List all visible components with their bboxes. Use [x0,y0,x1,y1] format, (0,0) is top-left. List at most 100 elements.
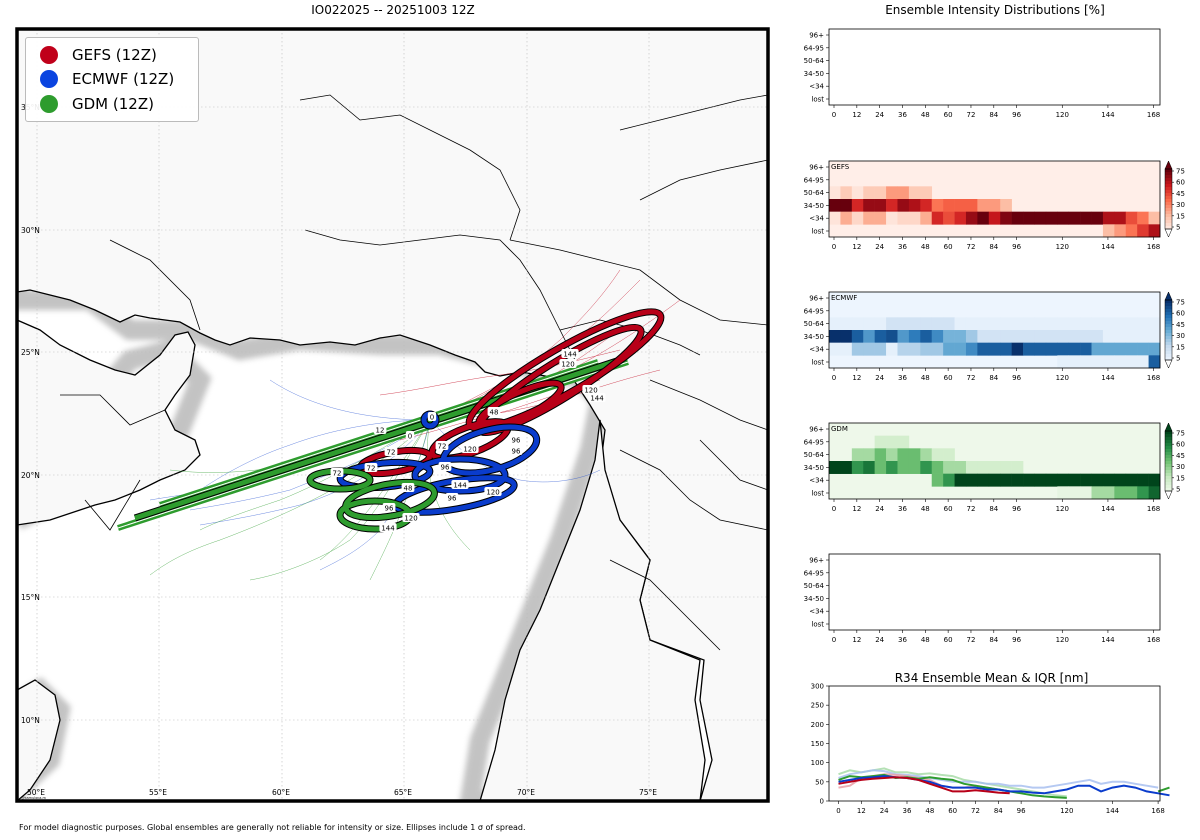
legend-label: GEFS (12Z) [72,46,157,64]
hour-label-box [487,407,501,416]
y-tick-label: 200 [811,721,824,729]
heatmap-cell [977,342,990,356]
legend-label: GDM (12Z) [72,95,154,113]
y-tick-label: 50-64 [804,57,825,65]
colorbar-segment [1165,193,1172,197]
heatmap-cell [931,211,944,225]
y-tick-label: 64-95 [804,438,824,446]
hour-label: 72 [367,465,376,473]
x-tick-label: 144 [1101,374,1115,382]
heatmap-cell [1125,211,1138,225]
heatmap-cell [1091,317,1104,331]
heatmap-cell [863,186,875,200]
heatmap-cell [1034,317,1047,331]
colorbar-segment [1165,318,1172,322]
heatmap-cell [1125,342,1138,356]
heatmap-cell [1000,211,1012,225]
colorbar-segment [1165,446,1172,450]
heatmap-cell [988,211,1001,225]
hour-label-box [509,435,523,444]
heatmap-cell [863,199,875,212]
colorbar-segment [1165,324,1172,328]
heatmap-cell [840,330,853,343]
lat-label: 30°N [21,226,40,235]
colorbar-tick-label: 15 [1176,474,1185,482]
heatmap-cell [1045,211,1058,225]
hour-label: 144 [563,351,577,359]
colorbar-segment [1165,452,1172,456]
heatmap-cell [954,342,967,356]
hour-label: 96 [385,505,394,513]
map-legend: GEFS (12Z) ECMWF (12Z) GDM (12Z) [25,37,199,122]
map-frame [15,27,770,803]
legend-item-ecmwf: ECMWF (12Z) [40,68,174,90]
heatmap-gdm: 75 60 45 30 15 5 GDM 96+ 64-95 50-64 34-50 <34 lost 0… [804,422,1185,513]
heatmap-cell [965,473,978,487]
hour-label: 96 [512,448,521,456]
colorbar-tick-label: 45 [1176,321,1185,329]
colorbar-segment [1165,202,1172,206]
heatmap-cell [1114,224,1127,238]
x-tick-label: 96 [1017,807,1026,815]
heatmap-cell [897,186,910,200]
heatmap-cell [1034,473,1047,487]
x-tick-label: 144 [1101,505,1115,513]
colorbar-segment [1165,437,1172,441]
heatmap-cell [908,211,921,225]
track-map: 1441201441209672480120969672144120961207… [15,27,770,803]
legend-marker [40,70,58,88]
colorbar-tick-label: 30 [1176,463,1185,471]
lon-label: 65°E [394,788,412,797]
x-tick-label: 12 [852,636,861,644]
heatmap-cell [874,448,887,462]
heatmap-cell [1148,211,1161,225]
heatmap-cell [943,199,955,212]
colorbar-segment [1165,214,1172,218]
x-tick-label: 168 [1147,636,1160,644]
heatmap-blank-top: 96+ 64-95 50-64 34-50 <34 lost 0 12 24 36 48 60 72 84… [804,28,1161,119]
x-tick-label: 24 [875,505,884,513]
heatmap-cell [1057,317,1069,331]
heatmap-cell [1068,473,1081,487]
x-tick-label: 120 [1056,374,1069,382]
legend-label: ECMWF (12Z) [72,70,175,88]
heatmap-cell [886,186,898,200]
heatmap-cell [965,342,978,356]
hour-label: 144 [453,482,467,490]
heatmap-cell [874,435,887,449]
heatmap-cell [863,461,875,474]
heatmap-cell [829,199,841,212]
x-tick-label: 144 [1101,111,1115,119]
x-tick-label: 36 [898,111,907,119]
y-tick-label: 96+ [809,557,824,565]
x-tick-label: 36 [898,505,907,513]
x-tick-label: 120 [1056,243,1069,251]
colorbar-segment [1165,473,1172,477]
heatmap-cell [1068,486,1081,500]
hour-label-box [402,513,420,522]
colorbar-tick-label: 45 [1176,452,1185,460]
heatmap-blank-bottom: 96+ 64-95 50-64 34-50 <34 lost 0 12 24 36 48 60 72 84… [804,553,1161,644]
heatmap-cell [851,342,864,356]
heatmap-cell [897,211,910,225]
colorbar-segment [1165,455,1172,459]
colorbar-segment [1165,348,1172,352]
heatmap-cell [1137,355,1149,369]
heatmap-cell [920,448,933,462]
credit-text: @kamuloca.m [21,796,47,800]
colorbar-segment [1165,223,1172,227]
y-tick-label: <34 [809,608,824,616]
heatmap-model-label: GDM [831,425,848,433]
x-tick-label: 12 [857,807,866,815]
series-line-gefs-mean [838,776,1010,795]
heatmap-cell [1114,355,1127,369]
colorbar-segment [1165,309,1172,313]
y-tick-label: <34 [809,477,824,485]
heatmap-cell [965,330,978,343]
colorbar-segment [1165,327,1172,331]
x-tick-label: 72 [967,374,976,382]
x-tick-label: 72 [967,111,976,119]
heatmap-cell [988,199,1001,212]
hour-label-box [330,468,344,477]
colorbar-segment [1165,458,1172,462]
